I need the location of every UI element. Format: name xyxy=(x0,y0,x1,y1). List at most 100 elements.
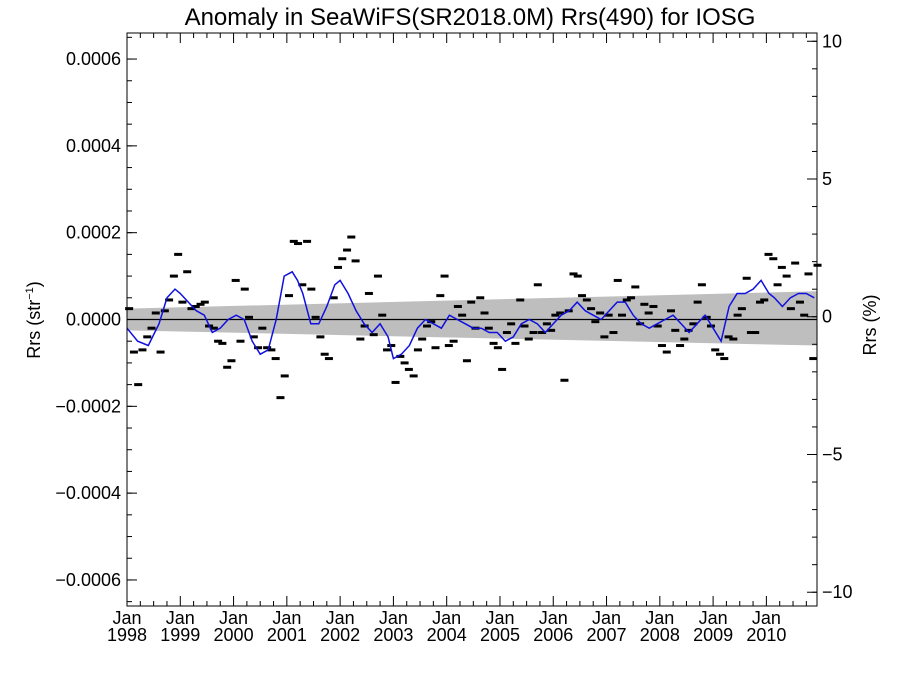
x-tick-month-label: Jan xyxy=(645,608,674,628)
data-marker xyxy=(737,307,746,311)
data-marker xyxy=(396,354,405,358)
data-marker xyxy=(662,350,671,354)
data-marker xyxy=(453,304,462,308)
data-marker xyxy=(138,348,147,352)
data-marker xyxy=(360,324,369,328)
data-marker xyxy=(151,311,160,315)
data-marker xyxy=(169,274,178,278)
data-marker xyxy=(418,337,427,341)
y-right-tick-label: 0 xyxy=(822,307,832,327)
data-marker xyxy=(782,274,791,278)
data-marker xyxy=(263,346,272,350)
data-marker xyxy=(773,283,782,287)
data-marker xyxy=(804,272,813,276)
data-marker xyxy=(391,380,400,384)
data-marker xyxy=(284,294,293,298)
data-marker xyxy=(209,326,218,330)
data-marker xyxy=(280,374,289,378)
data-marker xyxy=(556,311,565,315)
x-tick-month-label: Jan xyxy=(166,608,195,628)
data-marker xyxy=(267,348,276,352)
data-marker xyxy=(223,365,232,369)
data-marker xyxy=(569,272,578,276)
data-marker xyxy=(657,344,666,348)
x-tick-year-label: 1999 xyxy=(160,625,200,645)
x-tick-year-label: 1998 xyxy=(107,625,147,645)
data-marker xyxy=(516,298,525,302)
data-marker xyxy=(667,309,676,313)
data-marker xyxy=(622,298,631,302)
x-tick-year-label: 2003 xyxy=(373,625,413,645)
data-marker xyxy=(484,326,493,330)
data-marker xyxy=(458,313,467,317)
data-marker xyxy=(427,320,436,324)
data-marker xyxy=(343,248,352,252)
data-marker xyxy=(431,346,440,350)
data-marker xyxy=(143,335,152,339)
data-marker xyxy=(800,313,809,317)
data-marker xyxy=(378,313,387,317)
data-marker xyxy=(294,242,303,246)
data-marker xyxy=(809,357,818,361)
data-marker xyxy=(631,285,640,289)
x-tick-month-label: Jan xyxy=(699,608,728,628)
data-marker xyxy=(324,357,333,361)
data-marker xyxy=(755,300,764,304)
x-tick-month-label: Jan xyxy=(539,608,568,628)
data-marker xyxy=(542,322,551,326)
data-marker xyxy=(720,357,729,361)
y-right-tick-label: 5 xyxy=(822,169,832,189)
x-tick-month-label: Jan xyxy=(272,608,301,628)
x-tick-year-label: 2009 xyxy=(693,625,733,645)
x-tick-year-label: 2001 xyxy=(267,625,307,645)
data-marker xyxy=(547,328,556,332)
x-tick-month-label: Jan xyxy=(326,608,355,628)
monthly-markers-layer xyxy=(125,235,822,400)
data-marker xyxy=(636,322,645,326)
data-marker xyxy=(174,252,183,256)
data-marker xyxy=(502,331,511,335)
data-marker xyxy=(617,313,626,317)
data-marker xyxy=(387,344,396,348)
y-left-tick-label: −0.0004 xyxy=(55,483,121,503)
running-mean-line xyxy=(126,270,815,360)
data-marker xyxy=(724,335,733,339)
data-marker xyxy=(733,313,742,317)
x-tick-month-label: Jan xyxy=(485,608,514,628)
data-marker xyxy=(777,265,786,269)
data-marker xyxy=(476,296,485,300)
data-marker xyxy=(231,278,240,282)
x-tick-year-label: 2010 xyxy=(746,625,786,645)
data-marker xyxy=(444,344,453,348)
data-marker xyxy=(134,383,143,387)
data-marker xyxy=(373,274,382,278)
data-marker xyxy=(467,300,476,304)
data-marker xyxy=(511,341,520,345)
x-tick-month-label: Jan xyxy=(112,608,141,628)
data-marker xyxy=(316,335,325,339)
data-marker xyxy=(786,307,795,311)
data-marker xyxy=(591,320,600,324)
data-marker xyxy=(449,339,458,343)
data-marker xyxy=(520,324,529,328)
y-axis-label-left: Rrs (str−1) xyxy=(24,281,44,359)
x-tick-month-label: Jan xyxy=(219,608,248,628)
data-marker xyxy=(165,298,174,302)
data-marker xyxy=(551,313,560,317)
data-marker xyxy=(356,337,365,341)
y-left-tick-label: 0.0004 xyxy=(66,136,121,156)
data-marker xyxy=(791,261,800,265)
data-marker xyxy=(507,322,516,326)
data-marker xyxy=(413,348,422,352)
data-marker xyxy=(333,265,342,269)
data-marker xyxy=(760,298,769,302)
x-tick-month-label: Jan xyxy=(379,608,408,628)
data-marker xyxy=(813,263,822,267)
data-marker xyxy=(493,346,502,350)
running-mean-layer xyxy=(126,270,815,360)
data-marker xyxy=(742,276,751,280)
data-marker xyxy=(329,296,338,300)
data-marker xyxy=(764,252,773,256)
data-marker xyxy=(178,300,187,304)
